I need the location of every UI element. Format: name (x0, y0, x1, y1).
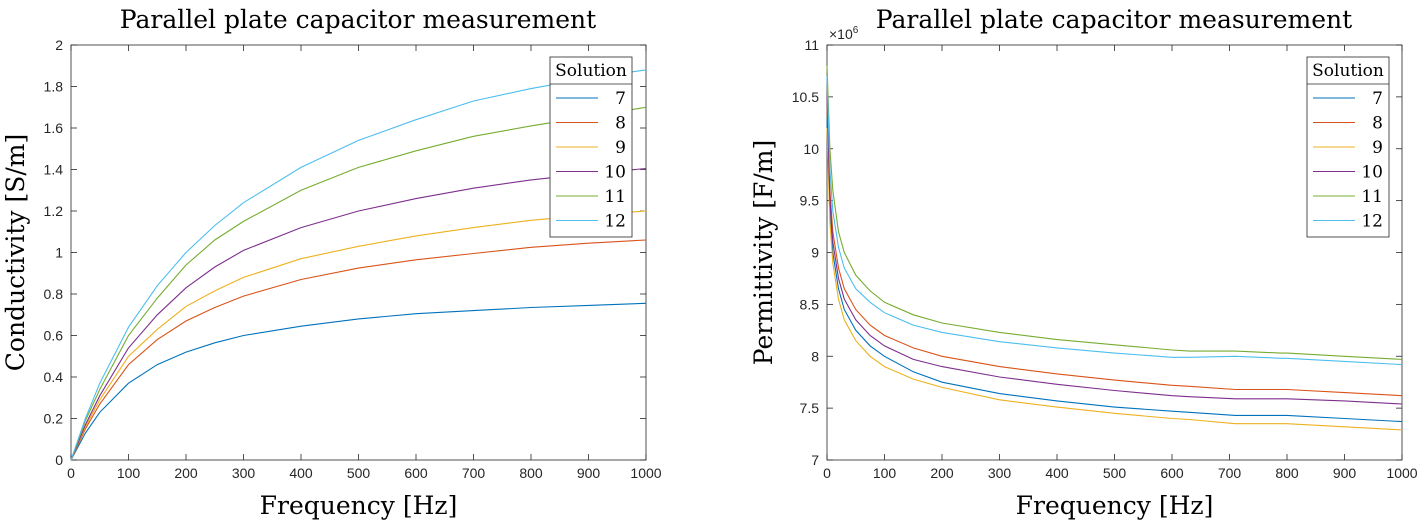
y-tick-label: 1.2 (44, 203, 64, 219)
x-tick-label: 700 (1218, 465, 1242, 481)
series-line-10 (826, 96, 1403, 405)
series-line-8 (70, 239, 647, 461)
legend-label-12: 12 (1361, 212, 1383, 232)
x-tick-label: 0 (823, 465, 831, 481)
series-line-7 (826, 117, 1403, 423)
y-tick-label: 1.4 (44, 162, 64, 178)
y-exponent-label: ×106 (829, 25, 859, 42)
legend-label-10: 10 (604, 163, 626, 183)
x-tick-label: 800 (1275, 465, 1299, 481)
x-tick-label: 600 (1160, 465, 1184, 481)
x-tick-label: 100 (117, 465, 141, 481)
x-tick-label: 500 (347, 465, 371, 481)
legend-label-11: 11 (604, 187, 626, 207)
x-axis-label: Frequency [Hz] (260, 491, 458, 520)
x-tick-label: 100 (873, 465, 897, 481)
legend-label-7: 7 (615, 89, 626, 109)
legend-label-10: 10 (1361, 163, 1383, 183)
y-tick-label: 1 (55, 245, 63, 261)
y-tick-label: 10.5 (792, 89, 819, 105)
y-tick-label: 8 (811, 348, 819, 364)
y-tick-label: 0 (55, 452, 63, 468)
x-tick-label: 900 (577, 465, 601, 481)
chart-title: Parallel plate capacitor measurement (876, 5, 1352, 34)
legend-label-12: 12 (604, 212, 626, 232)
x-tick-label: 200 (930, 465, 954, 481)
y-axis-label: Permittivity [F/m] (749, 140, 778, 365)
x-tick-label: 700 (462, 465, 486, 481)
y-exponent-base: ×10 (829, 26, 853, 42)
y-tick-label: 2 (55, 37, 63, 53)
y-tick-label: 0.4 (44, 369, 64, 385)
x-tick-label: 1000 (1386, 465, 1417, 481)
y-tick-label: 0.8 (44, 286, 64, 302)
x-tick-label: 0 (67, 465, 75, 481)
conductivity-chart: 0 100 200 300 400 500 600 700 800 900 1000 0 0.2 0.4 0… (1, 5, 662, 520)
legend-label-9: 9 (1372, 138, 1383, 158)
legend-title: Solution (1312, 61, 1384, 81)
series-line-8 (826, 107, 1403, 397)
legend: Solution 7 8 9 10 11 12 (549, 56, 633, 238)
y-tick-label: 1.8 (44, 79, 64, 95)
y-tick-label: 0.2 (44, 411, 64, 427)
series-line-9 (70, 210, 647, 461)
x-axis-label: Frequency [Hz] (1016, 491, 1214, 520)
series-line-12 (826, 76, 1403, 366)
x-tick-label: 600 (404, 465, 428, 481)
y-tick-label: 11 (804, 37, 819, 53)
x-tick-label: 300 (232, 465, 256, 481)
chart-title: Parallel plate capacitor measurement (120, 5, 596, 34)
legend-title: Solution (555, 61, 627, 81)
series-line-11 (826, 65, 1403, 360)
legend: Solution 7 8 9 10 11 12 (1306, 56, 1390, 238)
legend-label-9: 9 (615, 138, 626, 158)
x-tick-label: 800 (519, 465, 543, 481)
x-tick-label: 200 (174, 465, 198, 481)
series-line-11 (70, 106, 647, 461)
x-tick-label: 400 (289, 465, 313, 481)
y-exponent-power: 6 (853, 25, 859, 36)
y-tick-label: 1.6 (44, 120, 64, 136)
x-tick-label: 500 (1103, 465, 1127, 481)
y-tick-label: 7.5 (800, 400, 820, 416)
legend-label-8: 8 (1372, 114, 1383, 134)
x-tick-label: 900 (1333, 465, 1357, 481)
series-line-9 (826, 127, 1403, 431)
legend-label-11: 11 (1361, 187, 1383, 207)
y-tick-label: 7 (811, 452, 819, 468)
x-tick-label: 300 (988, 465, 1012, 481)
y-axis-label: Conductivity [S/m] (1, 134, 30, 371)
permittivity-chart: 0 100 200 300 400 500 600 700 800 900 1000 7 7.5 8 8.5… (749, 5, 1418, 520)
x-tick-label: 400 (1045, 465, 1069, 481)
y-tick-label: 9 (811, 245, 819, 261)
legend-label-8: 8 (615, 114, 626, 134)
series-line-10 (70, 167, 647, 461)
y-tick-label: 0.6 (44, 328, 64, 344)
y-tick-label: 9.5 (800, 193, 820, 209)
series-line-7 (70, 302, 647, 461)
y-tick-label: 8.5 (800, 296, 820, 312)
series-line-12 (70, 69, 647, 461)
y-tick-label: 10 (803, 141, 819, 157)
legend-label-7: 7 (1372, 89, 1383, 109)
x-tick-label: 1000 (630, 465, 661, 481)
